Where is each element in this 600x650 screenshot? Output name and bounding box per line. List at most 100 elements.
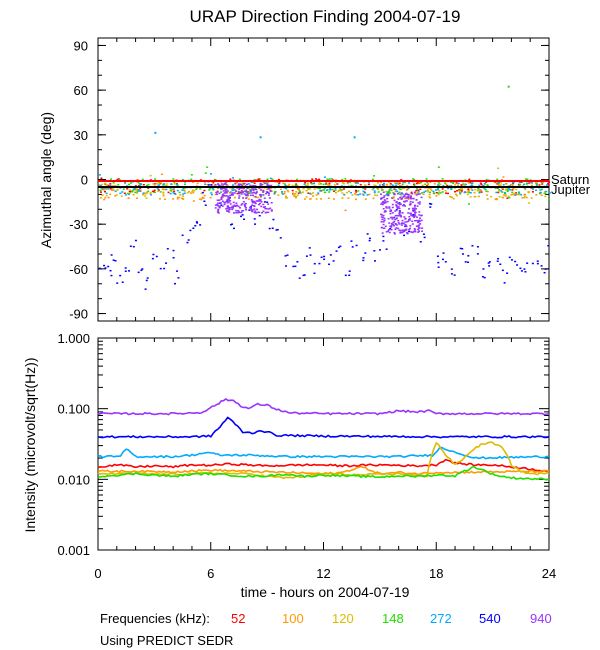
source-note: Using PREDICT SEDR [100, 633, 234, 648]
az-point-148 [204, 172, 207, 174]
az-point-940 [395, 224, 398, 226]
az-point-940 [240, 211, 243, 214]
az-point-120 [171, 188, 174, 191]
az-point-940 [401, 212, 404, 214]
az-point-940 [232, 212, 235, 214]
az-point-940 [397, 192, 400, 195]
az-point-100 [114, 184, 117, 187]
az-point-272 [447, 187, 450, 190]
az-point-52 [480, 191, 483, 193]
az-point-940 [241, 203, 244, 205]
az-point-940 [258, 202, 261, 205]
az-point-120 [310, 193, 313, 195]
az-point-940 [388, 231, 391, 234]
az-point-940 [404, 218, 407, 220]
az-point-540 [385, 248, 388, 250]
int-xtick-label: 18 [429, 566, 443, 581]
az-point-52 [455, 182, 458, 184]
az-point-940 [390, 228, 393, 231]
az-point-540 [429, 202, 432, 205]
az-point-940 [407, 197, 410, 199]
az-point-940 [267, 208, 270, 210]
az-point-940 [421, 230, 424, 232]
az-point-272 [483, 182, 486, 185]
az-point-272 [247, 183, 250, 185]
intensity-axis-label: Intensity (microvolt/sqrt(Hz)) [22, 357, 38, 532]
az-point-272 [362, 194, 365, 196]
az-point-120 [544, 195, 547, 198]
az-point-100 [188, 190, 191, 193]
az-point-940 [382, 191, 385, 193]
az-point-540 [355, 244, 358, 247]
az-point-540 [248, 209, 251, 211]
az-point-940 [214, 183, 217, 186]
az-point-940 [250, 189, 253, 191]
az-point-148 [319, 188, 322, 190]
az-outlier-point [353, 136, 356, 139]
az-point-100 [502, 176, 505, 178]
az-point-272 [364, 192, 367, 194]
az-point-940 [240, 190, 243, 192]
az-point-52 [325, 182, 328, 184]
az-point-120 [497, 190, 500, 193]
az-point-148 [122, 188, 125, 190]
az-point-100 [132, 193, 135, 196]
az-point-940 [380, 203, 383, 205]
az-point-148 [452, 182, 455, 185]
az-point-540 [379, 249, 382, 251]
az-point-100 [509, 183, 512, 186]
az-ytick-label: 60 [74, 83, 88, 98]
az-point-148 [323, 189, 326, 191]
az-point-940 [245, 191, 248, 193]
az-point-52 [239, 191, 242, 193]
az-point-120 [253, 196, 256, 198]
az-point-940 [262, 206, 265, 208]
az-point-540 [436, 255, 439, 257]
az-point-540 [544, 268, 547, 270]
az-point-148 [544, 192, 547, 195]
az-point-120 [474, 188, 477, 191]
az-point-940 [268, 184, 271, 187]
az-point-148 [208, 187, 211, 190]
az-point-940 [383, 201, 386, 204]
az-point-940 [415, 216, 418, 218]
az-point-540 [404, 225, 407, 228]
az-point-272 [98, 174, 101, 176]
az-point-52 [295, 183, 298, 185]
az-point-120 [135, 188, 138, 190]
az-point-100 [426, 189, 429, 191]
az-point-148 [433, 192, 436, 194]
az-point-148 [344, 178, 347, 180]
az-point-272 [478, 191, 481, 194]
az-point-120 [200, 192, 203, 195]
az-point-940 [243, 182, 246, 185]
az-point-540 [329, 254, 332, 256]
az-point-940 [411, 231, 414, 234]
az-point-148 [407, 187, 410, 189]
az-point-272 [285, 187, 288, 190]
az-point-52 [336, 183, 339, 185]
az-point-52 [147, 187, 150, 189]
az-point-540 [155, 255, 158, 258]
az-point-100 [479, 190, 482, 192]
az-point-100 [426, 184, 429, 186]
az-point-120 [387, 192, 390, 194]
az-point-272 [157, 184, 160, 186]
az-point-100 [209, 196, 212, 199]
az-point-540 [172, 249, 175, 252]
int-xtick-label: 6 [207, 566, 214, 581]
az-point-272 [114, 190, 117, 193]
az-point-940 [242, 197, 245, 199]
az-point-120 [463, 184, 466, 187]
az-point-940 [415, 219, 418, 222]
az-point-100 [401, 187, 404, 190]
az-point-540 [104, 267, 107, 269]
az-point-540 [203, 200, 206, 203]
azimuth-panel-frame [97, 37, 550, 322]
az-point-272 [273, 193, 276, 195]
az-point-100 [338, 189, 341, 192]
az-point-272 [517, 191, 520, 193]
az-point-148 [331, 188, 334, 191]
az-point-100 [405, 189, 408, 191]
az-point-148 [354, 182, 357, 185]
